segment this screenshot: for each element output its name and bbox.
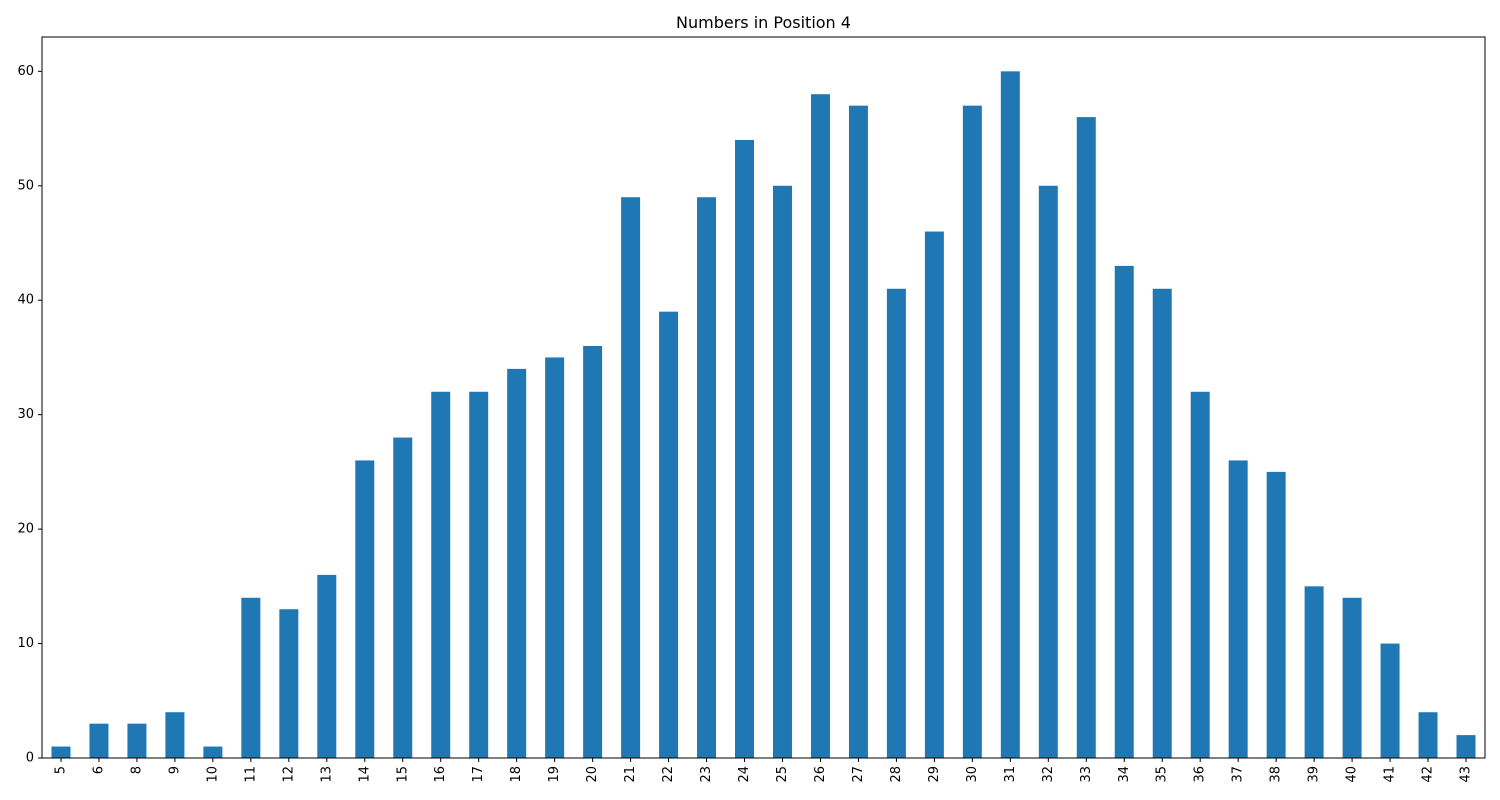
x-tick-label-19: 19	[547, 766, 562, 783]
x-tick-label-39: 39	[1307, 766, 1322, 783]
bar-23	[697, 197, 717, 758]
x-tick-label-10: 10	[205, 766, 220, 783]
y-axis-ticks: 0 10 20 30 40 50 60	[17, 64, 42, 766]
bar-27	[848, 105, 868, 758]
x-tick-label-35: 35	[1155, 766, 1170, 783]
bar-24	[735, 140, 755, 758]
bar-12	[279, 609, 299, 758]
bar-41	[1380, 643, 1400, 758]
bar-38	[1266, 471, 1286, 758]
bar-35	[1152, 288, 1172, 758]
x-tick-label-14: 14	[357, 766, 372, 783]
x-tick-label-5: 5	[53, 766, 68, 774]
y-tick-label-20: 20	[17, 522, 34, 537]
bar-15	[393, 437, 413, 758]
chart-title: Numbers in Position 4	[676, 13, 851, 32]
x-tick-label-29: 29	[927, 766, 942, 783]
bar-6	[89, 723, 109, 758]
bar-42	[1418, 712, 1438, 758]
x-tick-label-8: 8	[129, 766, 144, 774]
x-tick-label-26: 26	[813, 766, 828, 783]
bar-28	[886, 288, 906, 758]
x-tick-label-21: 21	[623, 766, 638, 783]
x-tick-label-41: 41	[1383, 766, 1398, 783]
x-tick-label-33: 33	[1079, 766, 1094, 783]
x-tick-label-38: 38	[1269, 766, 1284, 783]
x-tick-label-42: 42	[1421, 766, 1436, 783]
x-tick-label-30: 30	[965, 766, 980, 783]
x-tick-label-36: 36	[1193, 766, 1208, 783]
x-tick-label-18: 18	[509, 766, 524, 783]
bar-20	[583, 346, 603, 758]
x-tick-label-20: 20	[585, 766, 600, 783]
bar-9	[165, 712, 185, 758]
bar-11	[241, 597, 261, 758]
x-tick-label-9: 9	[167, 766, 182, 774]
y-tick-label-10: 10	[17, 636, 34, 651]
bar-26	[810, 94, 830, 758]
bar-21	[621, 197, 641, 758]
bar-19	[545, 357, 565, 758]
bar-37	[1228, 460, 1248, 758]
x-tick-label-28: 28	[889, 766, 904, 783]
bar-10	[203, 746, 223, 758]
y-tick-label-30: 30	[17, 407, 34, 422]
bar-32	[1038, 185, 1058, 758]
x-axis-ticks: 5 6 8 9 10 11 12 13 14 15 16 17 18 19 20 21 22 23 24 25 26 27…	[53, 758, 1474, 783]
x-tick-label-15: 15	[395, 766, 410, 783]
bar-22	[659, 311, 679, 758]
x-tick-label-25: 25	[775, 766, 790, 783]
x-tick-label-17: 17	[471, 766, 486, 783]
bar-18	[507, 368, 527, 758]
bar-36	[1190, 391, 1210, 758]
bar-5	[51, 746, 71, 758]
x-tick-label-22: 22	[661, 766, 676, 783]
plot-area-frame	[41, 36, 1486, 759]
bar-31	[1000, 71, 1020, 759]
x-tick-label-31: 31	[1003, 766, 1018, 783]
x-tick-label-13: 13	[319, 766, 334, 783]
bar-14	[355, 460, 375, 758]
bar-25	[772, 185, 792, 758]
bar-17	[469, 391, 489, 758]
x-tick-label-16: 16	[433, 766, 448, 783]
bar-13	[317, 574, 337, 758]
bar-16	[431, 391, 451, 758]
y-tick-label-50: 50	[17, 178, 34, 193]
bar-39	[1304, 586, 1324, 758]
bar-8	[127, 723, 147, 758]
bars-group	[51, 71, 1476, 759]
x-tick-label-27: 27	[851, 766, 866, 783]
x-tick-label-37: 37	[1231, 766, 1246, 783]
x-tick-label-6: 6	[91, 766, 106, 774]
bar-34	[1114, 265, 1134, 758]
x-tick-label-32: 32	[1041, 766, 1056, 783]
x-tick-label-34: 34	[1117, 766, 1132, 783]
x-tick-label-23: 23	[699, 766, 714, 783]
bar-29	[924, 231, 944, 759]
bar-30	[962, 105, 982, 758]
bar-40	[1342, 597, 1362, 758]
bar-43	[1456, 735, 1476, 758]
y-tick-label-0: 0	[26, 751, 34, 766]
x-tick-label-24: 24	[737, 766, 752, 783]
bar-33	[1076, 117, 1096, 759]
y-tick-label-60: 60	[17, 64, 34, 79]
x-tick-label-11: 11	[243, 766, 258, 783]
x-tick-label-40: 40	[1345, 766, 1360, 783]
y-tick-label-40: 40	[17, 293, 34, 308]
x-tick-label-12: 12	[281, 766, 296, 783]
x-tick-label-43: 43	[1459, 766, 1474, 783]
